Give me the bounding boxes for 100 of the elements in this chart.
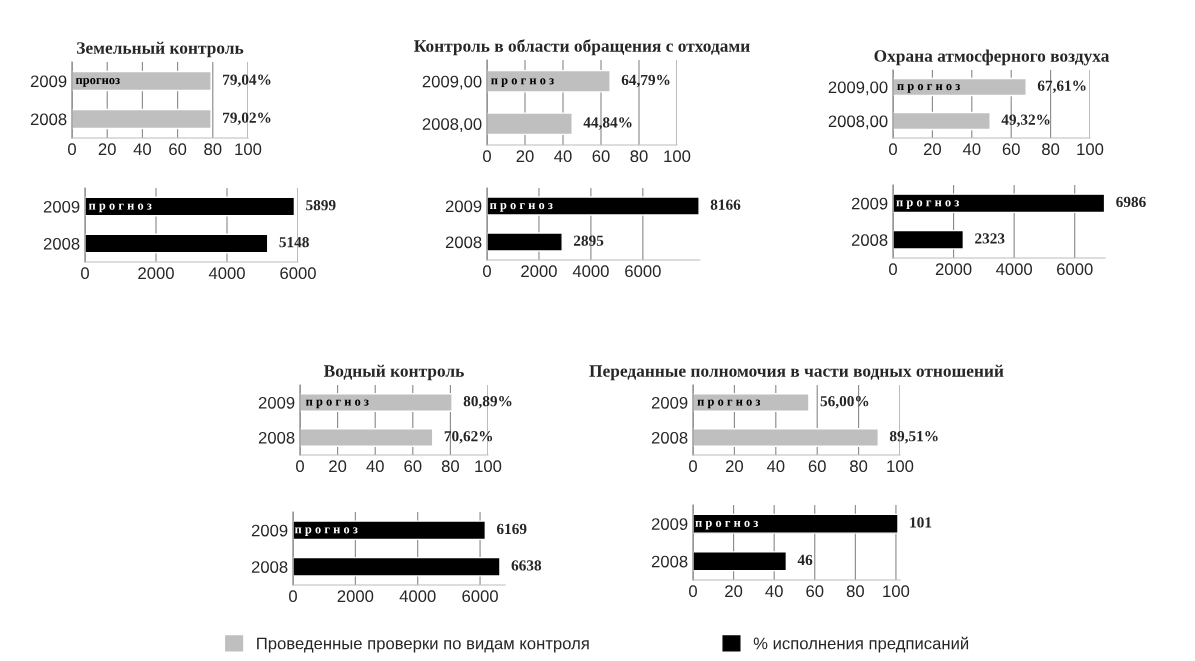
y-tick-label: 2009 <box>30 75 67 88</box>
x-tick-label: 60 <box>808 460 826 473</box>
data-label: 101 <box>910 517 932 528</box>
annotation: прогноз <box>75 78 120 87</box>
x-tick-label: 2000 <box>935 263 972 276</box>
x-tick-label: 20 <box>98 143 116 156</box>
data-label: 49,32% <box>1001 114 1050 128</box>
chart-title: Охрана атмосферного воздуха <box>874 49 1110 66</box>
y-tick-label: 2008 <box>251 561 288 573</box>
chart-title: Водный контроль <box>323 364 464 381</box>
data-label: 46 <box>797 554 813 566</box>
chart-title: Переданные полномочия в части водных отношений <box>589 364 1004 381</box>
x-tick-label: 100 <box>887 460 914 473</box>
x-tick-label: 0 <box>689 585 697 598</box>
annotation: п р о г н о з <box>697 399 761 409</box>
x-tick-label: 80 <box>1042 143 1060 156</box>
chart-title: Земельный контроль <box>77 41 244 58</box>
x-tick-label: 6000 <box>625 265 661 278</box>
x-tick-label: 80 <box>441 460 460 473</box>
x-tick-label: 40 <box>366 460 384 473</box>
data-label: 79,04% <box>223 74 271 88</box>
x-tick-label: 20 <box>725 460 744 473</box>
data-label: 56,00% <box>820 396 869 409</box>
x-tick-label: 0 <box>483 265 491 278</box>
x-tick-label: 100 <box>475 460 502 473</box>
data-label: 8166 <box>710 199 741 210</box>
y-tick-label: 2009 <box>651 518 688 530</box>
y-tick-label: 2009 <box>43 200 80 213</box>
x-tick-label: 2000 <box>337 590 374 603</box>
x-tick-label: 100 <box>664 150 691 163</box>
x-tick-label: 60 <box>404 460 422 473</box>
legend-label: % исполнения предписаний <box>753 636 969 653</box>
y-tick-label: 2008 <box>258 431 295 444</box>
data-label: 79,02% <box>223 112 271 126</box>
x-tick-label: 100 <box>1077 143 1104 156</box>
data-label: 44,84% <box>583 117 632 130</box>
chart-title: Контроль в области обращения с отходами <box>414 39 750 56</box>
x-tick-label: 0 <box>81 267 89 280</box>
x-tick-label: 4000 <box>572 265 609 278</box>
x-tick-label: 4000 <box>399 590 436 603</box>
y-tick-label: 2008 <box>851 234 888 246</box>
y-tick-label: 2009,00 <box>828 81 888 96</box>
x-tick-label: 60 <box>1002 143 1020 156</box>
y-tick-label: 2008 <box>445 236 482 249</box>
annotation: п р о г н о з <box>491 78 554 87</box>
y-tick-label: 2009 <box>258 396 295 409</box>
y-tick-label: 2008,00 <box>828 115 888 130</box>
annotation: п р о г н о з <box>294 527 358 536</box>
data-label: 5148 <box>279 237 309 248</box>
y-tick-label: 2008 <box>43 237 80 250</box>
x-tick-label: 40 <box>554 150 572 163</box>
legend-label: Проведенные проверки по видам контроля <box>257 637 589 653</box>
x-tick-label: 60 <box>806 585 824 598</box>
x-tick-label: 0 <box>483 150 491 163</box>
annotation: п р о г н о з <box>88 203 152 213</box>
x-tick-label: 0 <box>689 460 697 473</box>
x-tick-label: 0 <box>889 143 897 156</box>
x-tick-label: 20 <box>329 460 347 473</box>
annotation: п р о г н о з <box>897 84 960 93</box>
y-tick-label: 2009 <box>445 200 482 213</box>
x-tick-label: 20 <box>516 150 534 163</box>
x-tick-label: 60 <box>592 150 610 163</box>
x-tick-label: 80 <box>204 143 222 156</box>
x-tick-label: 80 <box>850 460 868 473</box>
x-tick-label: 6000 <box>280 267 316 280</box>
x-tick-label: 20 <box>923 143 942 156</box>
x-tick-label: 60 <box>169 143 187 156</box>
y-tick-label: 2008 <box>30 113 67 126</box>
data-label: 2895 <box>573 235 604 246</box>
y-tick-label: 2009,00 <box>422 75 482 90</box>
annotation: п р о г н о з <box>695 520 759 530</box>
y-tick-label: 2008 <box>651 555 688 568</box>
x-tick-label: 40 <box>766 460 785 473</box>
x-tick-label: 2000 <box>521 265 557 278</box>
annotation: п р о г н о з <box>305 399 369 409</box>
x-tick-label: 4000 <box>208 267 245 280</box>
data-label: 67,61% <box>1037 80 1086 94</box>
x-tick-label: 4000 <box>995 263 1033 276</box>
x-tick-label: 6000 <box>462 590 498 603</box>
data-label: 6638 <box>511 560 542 571</box>
data-label: 80,89% <box>463 396 512 409</box>
data-label: 89,51% <box>889 431 938 444</box>
x-tick-label: 80 <box>846 585 864 598</box>
data-label: 5899 <box>306 200 336 211</box>
x-tick-label: 40 <box>133 143 152 156</box>
data-label: 6169 <box>496 523 527 535</box>
y-tick-label: 2009 <box>851 197 888 210</box>
x-tick-label: 20 <box>725 585 743 598</box>
y-tick-label: 2008,00 <box>422 118 482 132</box>
y-tick-label: 2008 <box>651 431 688 444</box>
x-tick-label: 100 <box>235 143 262 156</box>
x-tick-label: 0 <box>889 263 897 276</box>
annotation: п р о г н о з <box>896 200 960 209</box>
x-tick-label: 80 <box>630 150 648 163</box>
annotation: п р о г н о з <box>489 203 553 212</box>
data-label: 70,62% <box>444 431 493 444</box>
y-tick-label: 2009 <box>651 396 688 409</box>
data-label: 64,79% <box>621 74 670 88</box>
x-tick-label: 100 <box>883 585 910 598</box>
x-tick-label: 6000 <box>1057 263 1093 276</box>
